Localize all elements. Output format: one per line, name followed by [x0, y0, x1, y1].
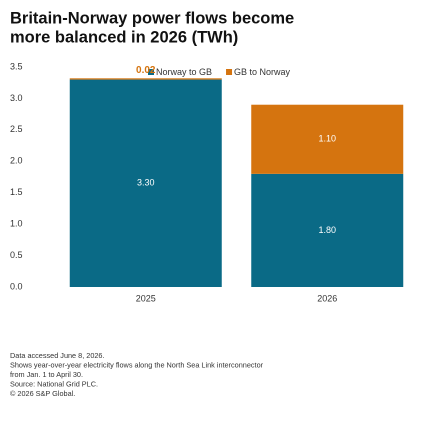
legend-label: Norway to GB	[156, 67, 212, 77]
y-tick-label: 3.0	[10, 93, 23, 103]
note: from Jan. 1 to April 30.	[10, 370, 83, 379]
chart-title: more balanced in 2026 (TWh)	[10, 28, 238, 46]
bar-segment	[251, 173, 404, 287]
chart-title: Britain-Norway power flows become	[10, 9, 294, 27]
note: Shows year-over-year electricity flows a…	[10, 360, 264, 369]
value-label: 0.02	[136, 65, 156, 76]
bar-segment	[69, 79, 222, 287]
note: Data accessed June 8, 2026.	[10, 351, 105, 360]
legend-label: GB to Norway	[234, 67, 291, 77]
x-tick-label: 2025	[136, 293, 156, 303]
x-tick-label: 2026	[317, 293, 337, 303]
legend-swatch	[226, 69, 233, 75]
value-label: 1.10	[318, 134, 336, 144]
y-tick-label: 0.5	[10, 250, 23, 260]
note: © 2026 S&P Global.	[10, 389, 75, 398]
legend-swatch	[148, 69, 154, 75]
value-label: 3.30	[137, 178, 155, 188]
y-tick-label: 2.5	[10, 124, 23, 134]
bar-segment	[69, 78, 222, 80]
y-tick-label: 2.0	[10, 156, 23, 166]
value-label: 1.80	[318, 225, 336, 235]
note: Source: National Grid PLC.	[10, 379, 98, 388]
bar-segment	[251, 104, 404, 174]
y-tick-label: 1.5	[10, 187, 23, 197]
y-tick-label: 1.0	[10, 219, 23, 229]
y-tick-label: 3.5	[10, 61, 23, 71]
y-tick-label: 0.0	[10, 281, 23, 291]
